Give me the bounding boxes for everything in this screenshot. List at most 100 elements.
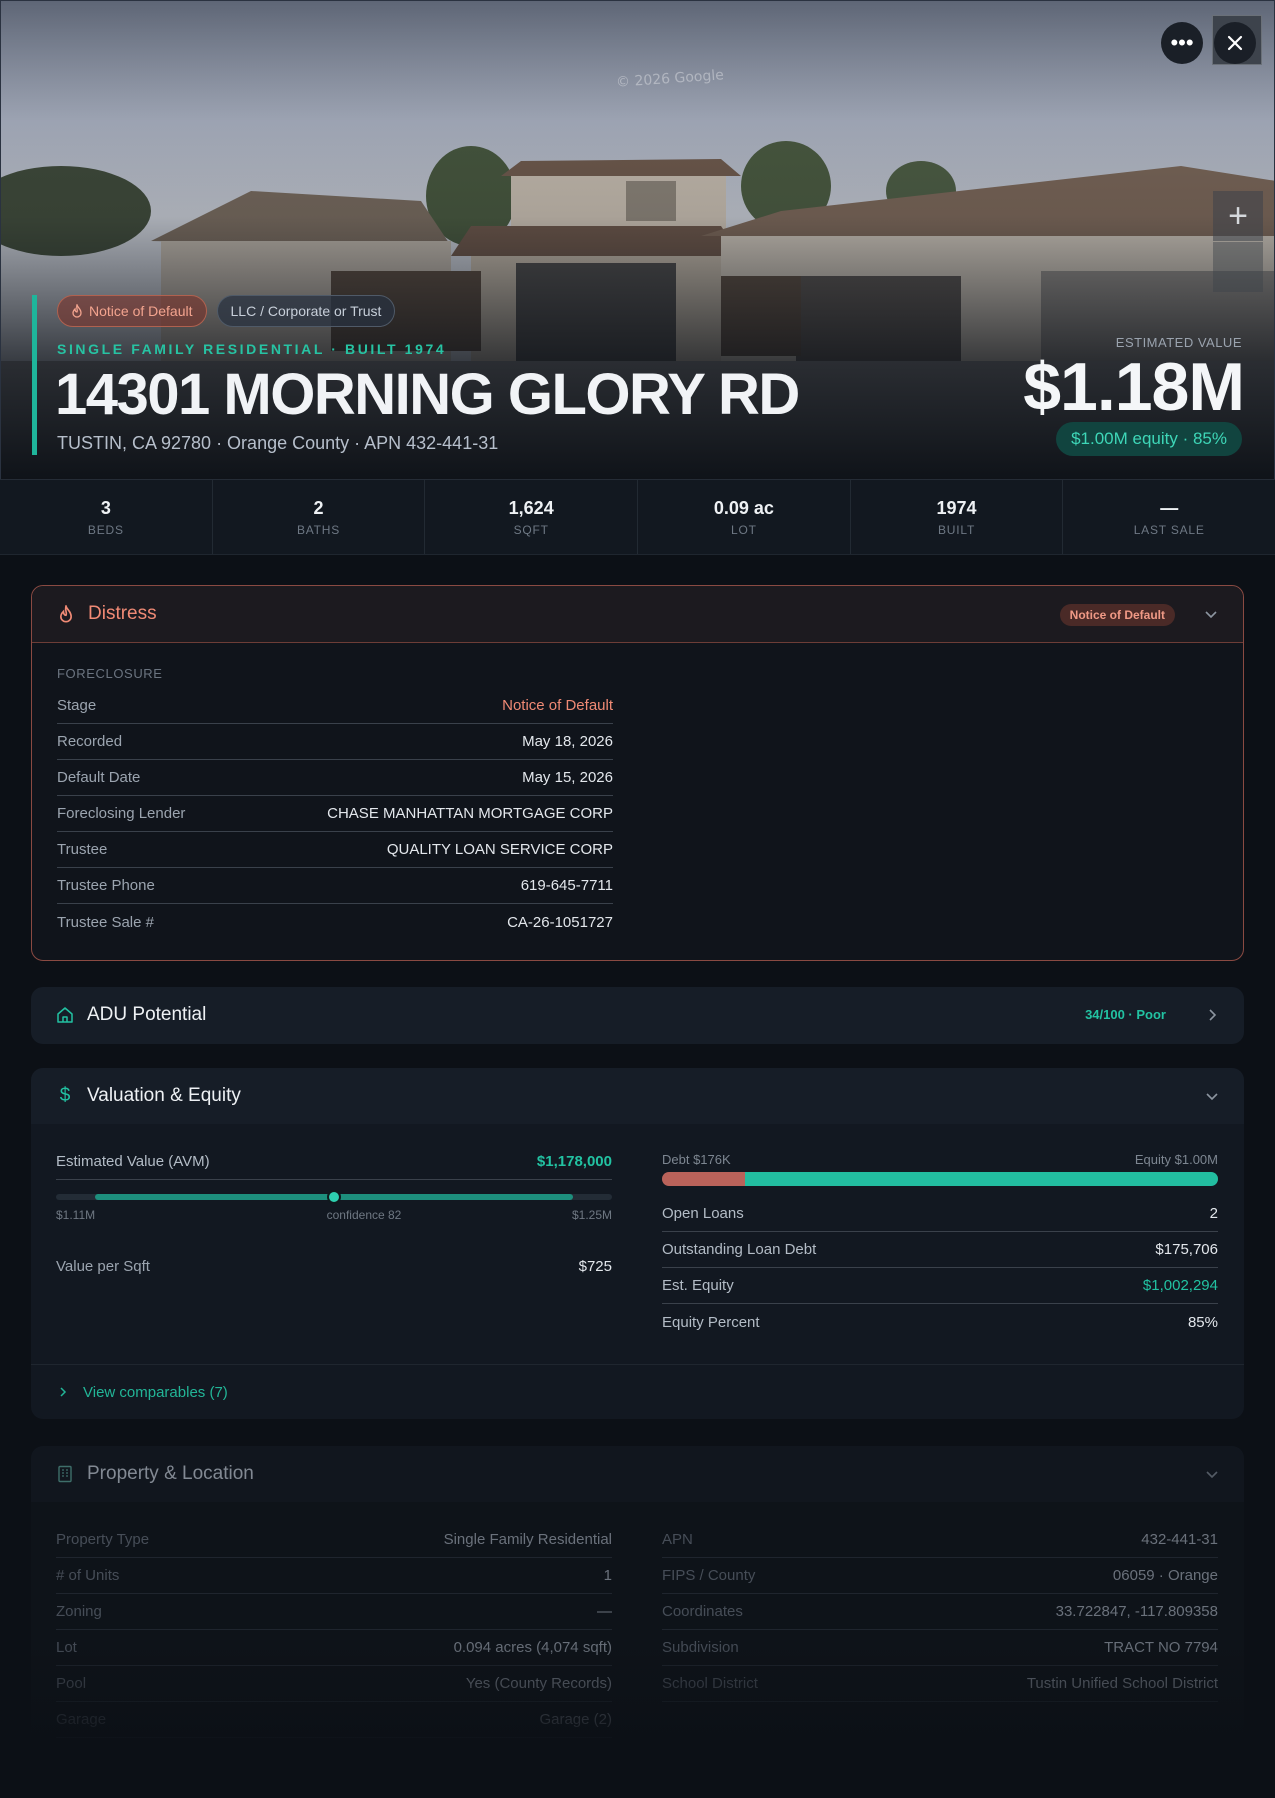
kv-key: Subdivision	[662, 1639, 739, 1656]
building-icon	[55, 1464, 75, 1484]
kv-value: $725	[578, 1257, 612, 1275]
kv-row: Trustee Sale # CA-26-1051727	[57, 904, 613, 940]
kv-row: Open Loans 2	[662, 1196, 1218, 1232]
property-location-card: Property & Location Property Type Single …	[31, 1446, 1244, 1798]
avm-range-track	[56, 1190, 612, 1204]
kv-key: Est. Equity	[662, 1277, 734, 1294]
kv-row: Garage Garage (2)	[56, 1702, 612, 1738]
view-comparables-label: View comparables (7)	[83, 1383, 228, 1401]
dollar-icon: $	[59, 1085, 71, 1106]
street-view-photo	[1, 1, 1274, 479]
zoom-in-button[interactable]: +	[1213, 191, 1263, 241]
owner-type-chip[interactable]: LLC / Corporate or Trust	[216, 295, 396, 327]
kv-value: Notice of Default	[502, 697, 613, 714]
kv-row: Subdivision TRACT NO 7794	[662, 1630, 1218, 1666]
estimated-value: $1.18M	[1023, 349, 1245, 425]
distress-title: Distress	[88, 603, 157, 624]
kv-key: Outstanding Loan Debt	[662, 1241, 817, 1258]
chevron-down-icon[interactable]	[1204, 1088, 1220, 1104]
equity-pill: $1.00M equity · 85%	[1056, 422, 1242, 456]
owner-type-chip-label: LLC / Corporate or Trust	[230, 303, 382, 319]
range-low-label: $1.11M	[56, 1208, 96, 1222]
kv-value: May 18, 2026	[522, 733, 613, 750]
kv-value: 432-441-31	[1141, 1531, 1218, 1548]
property-subtitle: SINGLE FAMILY RESIDENTIAL · BUILT 1974	[57, 341, 447, 357]
chevron-down-icon[interactable]	[1204, 1466, 1220, 1482]
kv-row: Zoning —	[56, 1594, 612, 1630]
kv-key: Trustee Phone	[57, 877, 155, 894]
kv-value: TRACT NO 7794	[1104, 1639, 1218, 1656]
kv-key: School District	[662, 1675, 758, 1692]
debt-label: Debt $176K	[662, 1152, 731, 1167]
adu-card-header[interactable]: ADU Potential 34/100 · Poor	[31, 987, 1244, 1043]
debt-bar-segment	[662, 1172, 746, 1186]
kv-row: Default Date May 15, 2026	[57, 760, 613, 796]
kv-row: Outstanding Loan Debt $175,706	[662, 1232, 1218, 1268]
stat-baths: 2 BATHS	[213, 480, 426, 554]
close-button[interactable]	[1214, 22, 1256, 64]
property-title: Property & Location	[87, 1463, 254, 1484]
kv-row: # of Units 1	[56, 1558, 612, 1594]
distress-card-header[interactable]: Distress Notice of Default	[32, 586, 1243, 643]
home-icon	[55, 1005, 75, 1025]
stat-value: 2	[313, 497, 324, 518]
stat-label: BEDS	[87, 522, 124, 537]
kv-key: Default Date	[57, 769, 141, 786]
chevron-down-icon[interactable]	[1203, 606, 1219, 622]
stat-sqft: 1,624 SQFT	[425, 480, 639, 554]
kv-key: Zoning	[56, 1603, 102, 1620]
kv-row: Foreclosing Lender CHASE MANHATTAN MORTGA…	[57, 796, 613, 832]
property-card-header[interactable]: Property & Location	[31, 1446, 1244, 1502]
kv-value: Single Family Residential	[443, 1531, 612, 1548]
kv-value: May 15, 2026	[522, 769, 613, 786]
kv-row: Pool Yes (County Records)	[56, 1666, 612, 1702]
kv-key: Recorded	[57, 733, 123, 750]
kv-key: APN	[662, 1531, 693, 1548]
adu-score-badge: 34/100 · Poor	[1085, 1007, 1166, 1022]
kv-key: Lot	[56, 1639, 77, 1656]
kv-value: 619-645-7711	[520, 877, 613, 894]
kv-key: Pool	[56, 1675, 87, 1692]
stat-label: LOT	[730, 522, 757, 537]
valuation-card-header[interactable]: $ Valuation & Equity	[31, 1068, 1244, 1124]
valuation-title: Valuation & Equity	[87, 1085, 241, 1106]
view-comparables-link[interactable]: View comparables (7)	[31, 1364, 1244, 1419]
kv-key: Coordinates	[662, 1603, 743, 1620]
kv-value: Tustin Unified School District	[1026, 1675, 1218, 1692]
kv-value: CHASE MANHATTAN MORTGAGE CORP	[327, 805, 613, 822]
kv-value: QUALITY LOAN SERVICE CORP	[386, 841, 613, 858]
stat-built: 1974 BUILT	[851, 480, 1064, 554]
kv-value: $175,706	[1155, 1241, 1218, 1258]
kv-key: Foreclosing Lender	[57, 805, 186, 822]
stat-value: 3	[100, 497, 111, 518]
zoom-out-button[interactable]	[1213, 242, 1263, 292]
kv-row: Lot 0.094 acres (4,074 sqft)	[56, 1630, 612, 1666]
kv-key: Garage	[56, 1711, 107, 1728]
kv-row: Est. Equity $1,002,294	[662, 1268, 1218, 1304]
chevron-right-icon	[60, 1387, 67, 1397]
kv-row: Stage Notice of Default	[57, 688, 613, 724]
debt-equity-bar	[662, 1172, 1218, 1186]
status-chips: Notice of Default LLC / Corporate or Tru…	[57, 295, 396, 327]
stat-value: —	[1160, 497, 1179, 518]
kv-key: Trustee	[57, 841, 108, 858]
stat-label: SQFT	[513, 522, 549, 537]
close-icon	[1227, 35, 1243, 51]
kv-value: 1	[603, 1567, 612, 1584]
kv-value: CA-26-1051727	[507, 913, 613, 931]
kv-key: FIPS / County	[662, 1567, 756, 1584]
more-options-button[interactable]: •••	[1161, 22, 1203, 64]
adu-title: ADU Potential	[87, 1004, 207, 1025]
distress-chip[interactable]: Notice of Default	[57, 295, 207, 327]
adu-potential-card[interactable]: ADU Potential 34/100 · Poor	[31, 987, 1244, 1044]
kv-key: Trustee Sale #	[57, 913, 154, 931]
kv-row: School District Tustin Unified School Dis…	[662, 1666, 1218, 1702]
status-badge: Notice of Default	[1059, 604, 1175, 626]
chevron-right-icon[interactable]	[1204, 1007, 1220, 1023]
kv-value: $1,002,294	[1142, 1277, 1218, 1294]
stat-value: 0.09 ac	[713, 497, 774, 518]
stat-beds: 3 BEDS	[0, 480, 213, 554]
equity-label: Equity $1.00M	[1134, 1152, 1218, 1167]
kv-key: Equity Percent	[662, 1313, 760, 1331]
confidence-label: confidence 82	[326, 1208, 402, 1222]
